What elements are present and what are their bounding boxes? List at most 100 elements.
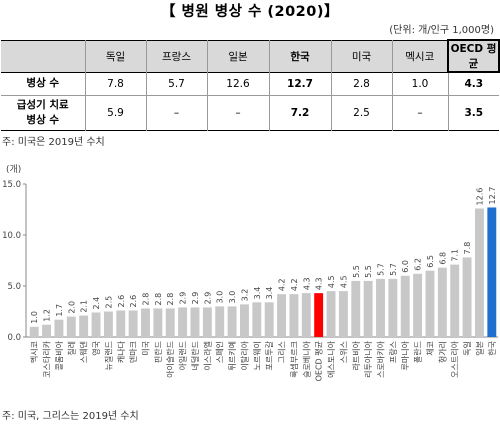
table-header-cell: 미국: [330, 40, 392, 72]
bar: [42, 324, 52, 337]
bar: [437, 267, 447, 337]
table-cell: 5.7: [145, 72, 207, 95]
bar: [165, 308, 175, 337]
data-label: 2.9: [179, 292, 188, 305]
table-cell: 7.8: [84, 72, 146, 95]
category-label: 독일: [463, 341, 472, 356]
bar: [363, 280, 373, 337]
y-tick-label: 5.0: [7, 282, 21, 292]
bar: [462, 257, 472, 337]
data-label: 2.8: [142, 293, 151, 306]
bar: [376, 278, 385, 337]
table-header-cell-oecd: OECD 평균: [447, 39, 500, 73]
data-label: 4.3: [315, 277, 324, 290]
y-axis-unit-label: (개): [6, 164, 21, 175]
data-label: 7.8: [463, 242, 472, 255]
bar: [326, 291, 336, 337]
table-cell: 4.3: [447, 72, 499, 95]
bar: [289, 294, 299, 337]
category-label: 아일랜드: [178, 341, 188, 370]
bar: [103, 311, 113, 337]
unit-note: (단위: 개/인구 1,000명): [389, 25, 494, 36]
data-label: 2.8: [166, 293, 175, 306]
bar: [425, 270, 435, 337]
category-label: 프랑스: [388, 341, 398, 363]
data-label: 7.1: [451, 249, 460, 262]
table-header-cell: 멕시코: [391, 40, 448, 72]
table-cell: 5.9: [84, 95, 146, 130]
table-header-cell: [1, 40, 85, 72]
category-label: 핀란드: [153, 341, 163, 363]
bar: [202, 307, 212, 337]
category-label: 루마니아: [400, 340, 410, 370]
data-label: 3.4: [253, 287, 262, 300]
bar: [66, 316, 76, 337]
bar: [239, 304, 249, 337]
bar: [301, 293, 311, 337]
table-row: 병상 수 7.8 5.7 12.6 12.7 2.8 1.0 4.3: [1, 72, 499, 95]
chart-note: 주: 미국, 그리스는 2019년 수치: [2, 411, 139, 422]
bar: [474, 208, 484, 337]
table-cell: 7.2: [268, 95, 331, 130]
data-label: 3.4: [265, 287, 274, 300]
data-label: 5.7: [389, 263, 398, 276]
category-label: 튀르키예: [227, 341, 237, 370]
data-label: 3.0: [228, 291, 237, 304]
category-label: 콜롬비아: [54, 340, 64, 370]
table-header-row: 독일 프랑스 일본 한국 미국 멕시코 OECD 평균: [1, 39, 500, 73]
data-label: 1.0: [30, 311, 39, 324]
category-label: 그리스: [278, 341, 287, 363]
category-label: 일본: [475, 341, 484, 356]
bar: [314, 293, 324, 337]
category-label: 한국: [488, 341, 497, 356]
bar: [190, 307, 200, 337]
bar: [116, 310, 126, 337]
table-cell: 12.7: [268, 72, 331, 95]
category-label: 영국: [91, 341, 101, 356]
category-label: 뉴질랜드: [103, 341, 113, 370]
data-label: 12.7: [488, 187, 497, 205]
data-label: 6.2: [414, 258, 423, 271]
category-label: 리투아니아: [363, 340, 373, 377]
data-label: 12.6: [475, 188, 484, 206]
y-tick-label: 15.0: [2, 180, 21, 190]
data-label: 3.2: [240, 289, 249, 302]
bar: [413, 273, 423, 337]
category-label: 슬로베니아: [301, 340, 311, 377]
table-cell: 1.0: [391, 72, 448, 95]
category-label: 스위스: [339, 341, 348, 363]
y-tick-label: 0.0: [7, 333, 21, 343]
category-label: 코스타리카: [43, 340, 52, 377]
category-label: 스로바키아: [376, 340, 386, 377]
data-label: 2.9: [191, 292, 200, 305]
y-tick-label: 10.0: [2, 231, 21, 241]
bar: [128, 310, 138, 337]
bar: [264, 302, 274, 337]
page-title: 【 병원 병상 수 (2020)】: [160, 4, 339, 20]
data-label: 2.6: [117, 295, 126, 308]
category-label: 아이슬란드: [165, 341, 175, 378]
table-header-cell-korea: 한국: [268, 40, 331, 72]
data-label: 2.9: [203, 292, 212, 305]
bar: [153, 308, 163, 337]
bar: [91, 312, 101, 337]
summary-table: 독일 프랑스 일본 한국 미국 멕시코 OECD 평균 병상 수 7.8 5.7…: [1, 39, 500, 131]
table-cell: 3.5: [447, 95, 499, 130]
table-cell: 2.5: [330, 95, 392, 130]
table-cell: –: [145, 95, 207, 130]
table-cell: –: [391, 95, 448, 130]
category-label: 헝가리: [438, 341, 447, 363]
data-label: 4.3: [302, 277, 311, 290]
table-header-cell: 독일: [84, 40, 146, 72]
category-label: OECD 평균: [314, 341, 324, 381]
table-header-cell: 프랑스: [145, 40, 207, 72]
data-label: 1.7: [55, 304, 64, 317]
category-label: 룩셈부르크: [290, 341, 299, 378]
bar-chart: (개) 0.0 5.0 10.0 15.0 1.0 멕시코 1.2 코스타리카 1.7 콜롬비아 2.…: [2, 164, 498, 381]
table-cell: 2.8: [330, 72, 392, 95]
row-label: 병상 수: [26, 77, 60, 89]
category-label: 오스트리아: [450, 340, 460, 377]
category-label: 칠레: [67, 341, 76, 356]
category-label: 미국: [142, 341, 151, 356]
bar: [487, 207, 497, 337]
